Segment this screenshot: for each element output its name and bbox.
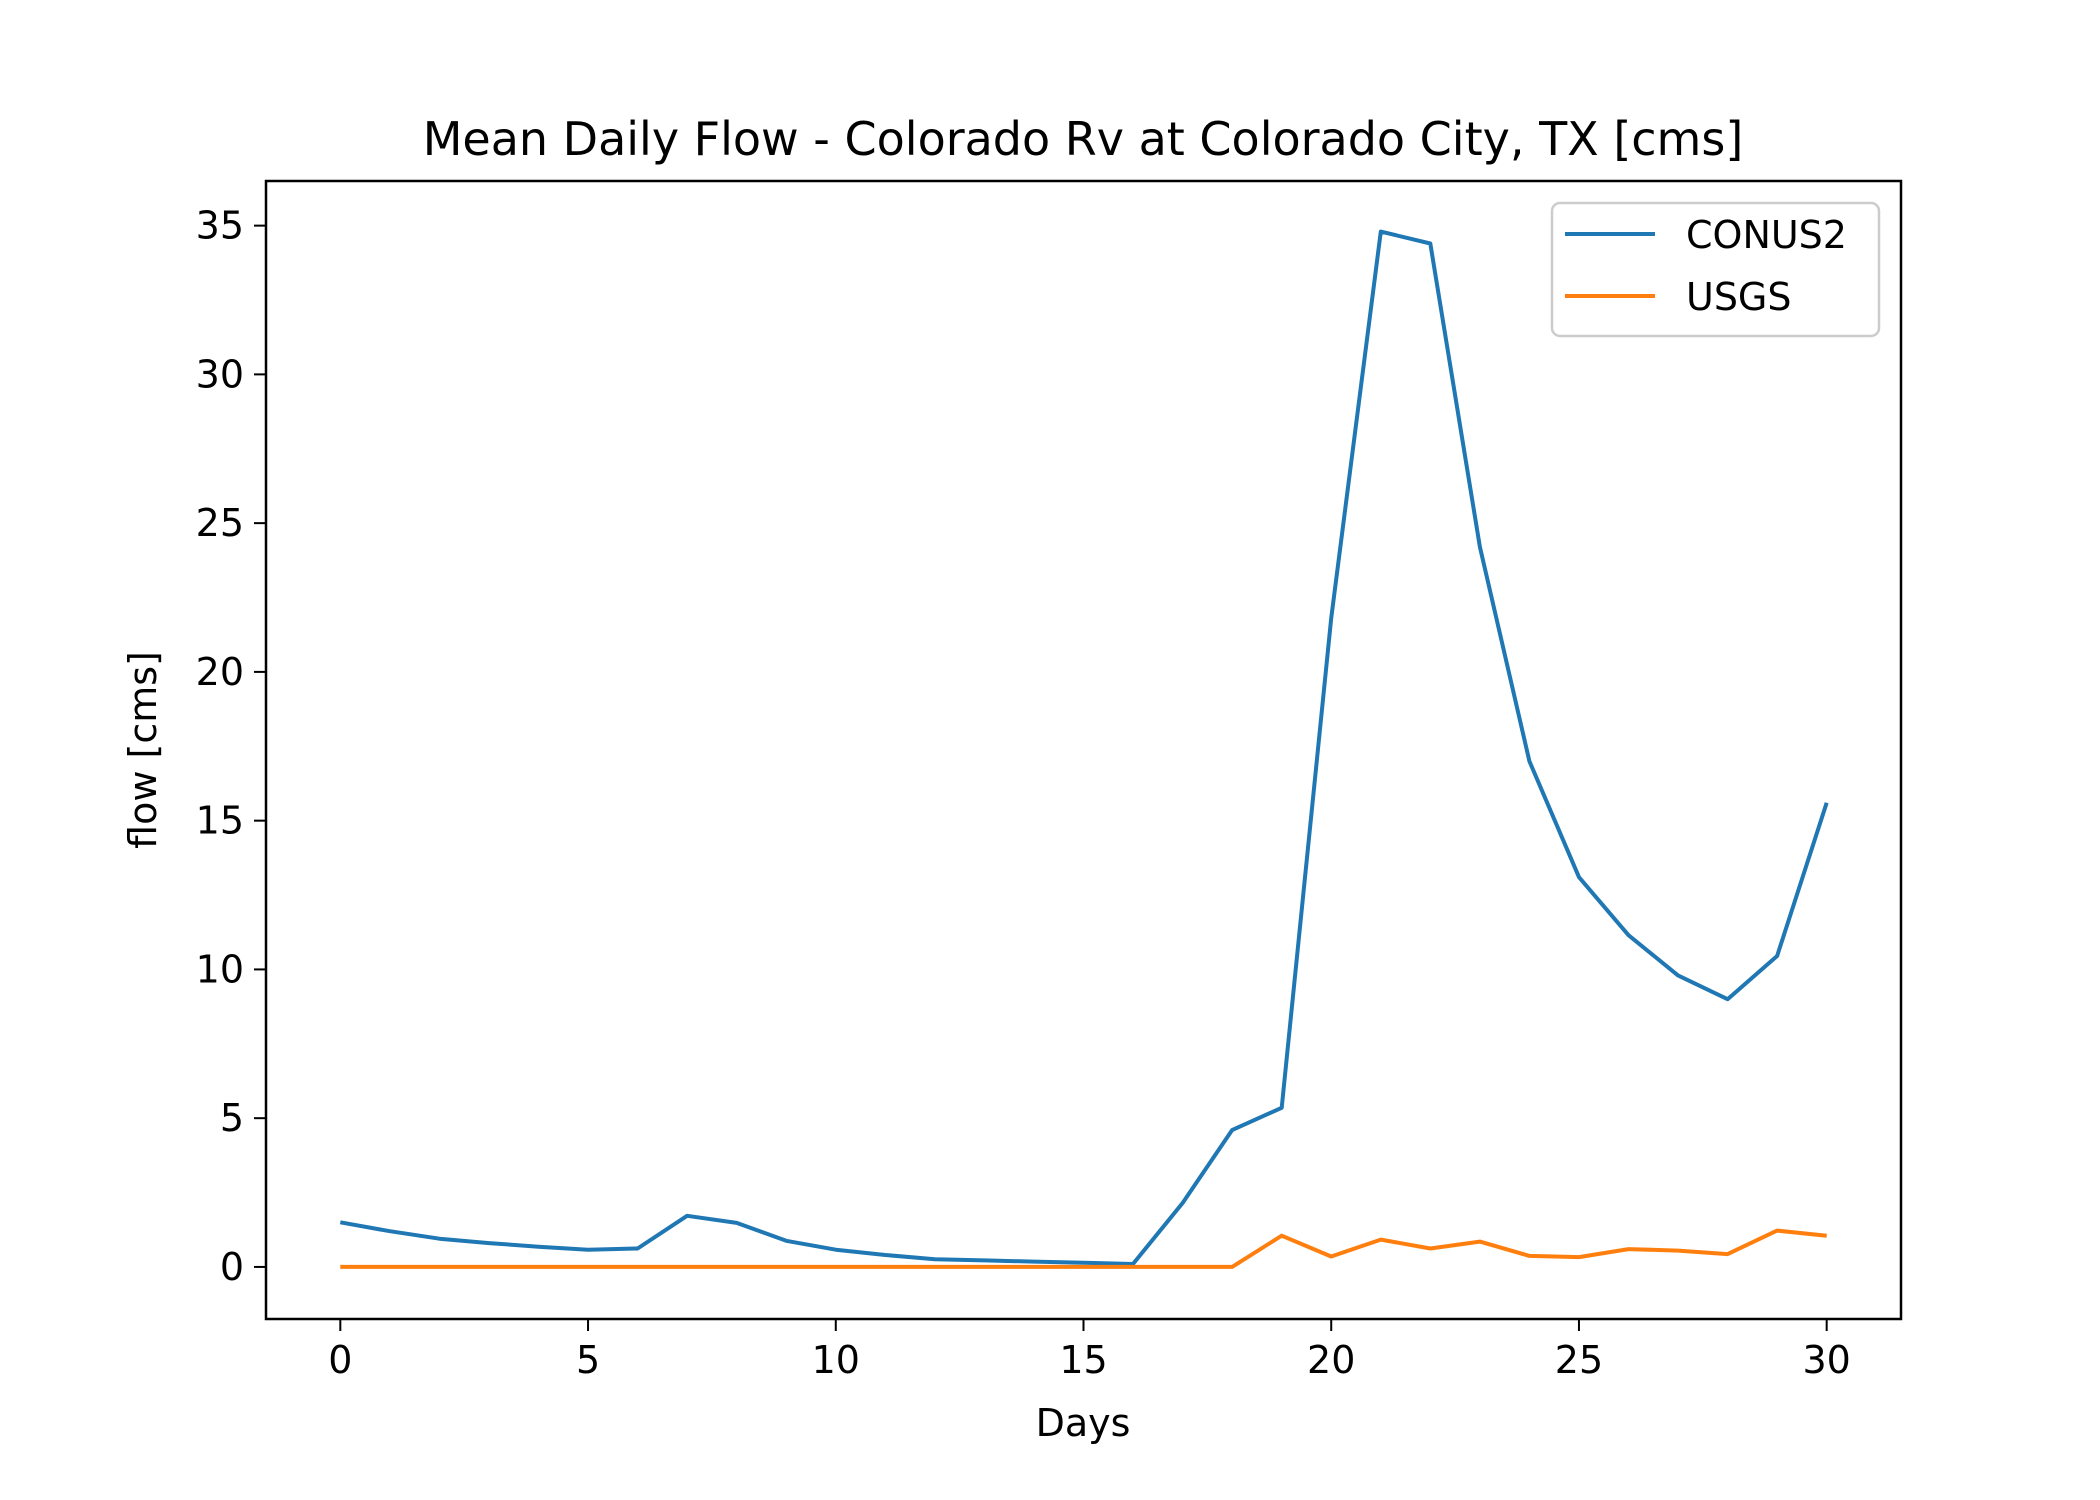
y-axis-label: flow [cms] — [121, 651, 165, 849]
x-tick-label: 0 — [328, 1338, 352, 1382]
y-tick-label: 10 — [196, 947, 244, 991]
plot-lines — [339, 229, 1829, 1269]
y-tick-label: 35 — [196, 204, 244, 248]
x-tick-label: 25 — [1555, 1338, 1603, 1382]
legend-label-conus2: CONUS2 — [1686, 213, 1847, 257]
y-tick-label: 25 — [196, 501, 244, 545]
y-tick-label: 30 — [196, 352, 244, 396]
legend: CONUS2 USGS — [1550, 201, 1881, 338]
x-tick-label: 30 — [1803, 1338, 1851, 1382]
y-tick-label: 15 — [196, 799, 244, 843]
x-tick-label: 10 — [812, 1338, 860, 1382]
y-tick-label: 20 — [196, 650, 244, 694]
y-tick-label: 5 — [220, 1096, 244, 1140]
x-tick-label: 5 — [576, 1338, 600, 1382]
legend-label-usgs: USGS — [1686, 275, 1792, 319]
legend-box — [1550, 201, 1881, 338]
plot-frame — [264, 179, 1903, 1321]
series-line-conus2 — [339, 229, 1829, 1266]
x-axis-label: Days — [1036, 1401, 1131, 1445]
x-tick-label: 15 — [1059, 1338, 1107, 1382]
y-tick-label: 0 — [220, 1245, 244, 1289]
series-line-usgs — [340, 1228, 1827, 1269]
x-tick-label: 20 — [1307, 1338, 1355, 1382]
y-axis-ticks: 0 5 10 15 20 25 30 35 — [196, 204, 266, 1289]
x-axis-ticks: 0 5 10 15 20 25 30 — [328, 1319, 1851, 1382]
chart-title: Mean Daily Flow - Colorado Rv at Colorad… — [423, 112, 1744, 166]
